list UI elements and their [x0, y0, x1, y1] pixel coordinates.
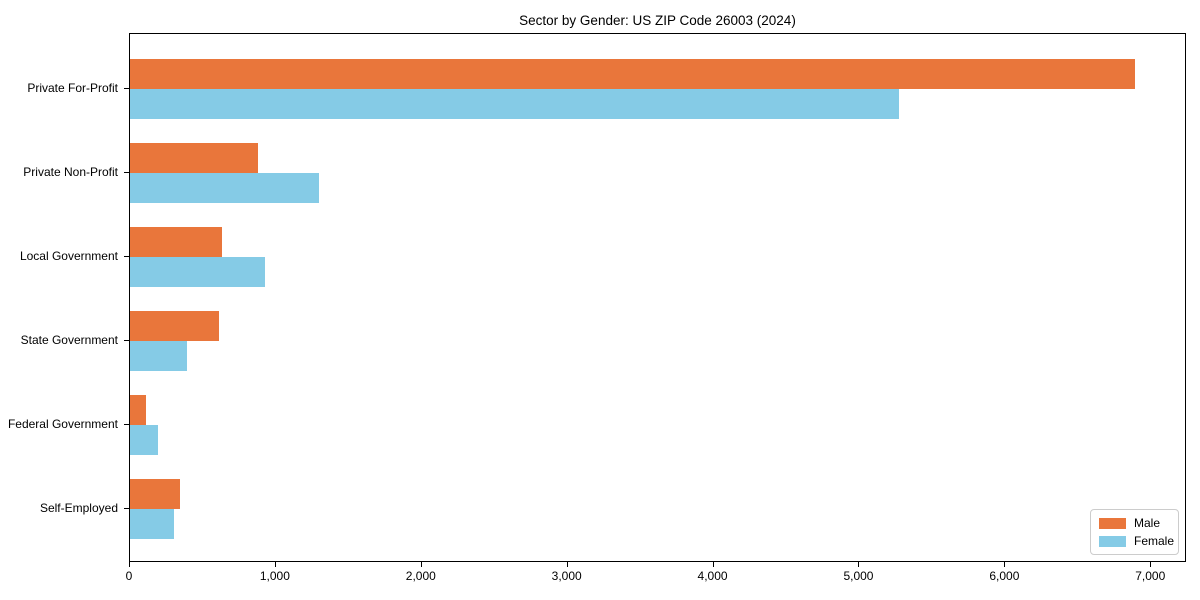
bar-female-4: [130, 425, 158, 455]
bar-female-1: [130, 173, 320, 203]
bar-male-1: [130, 143, 259, 173]
legend-swatch-female-icon: [1099, 535, 1126, 547]
y-tick-mark-5: [124, 508, 129, 509]
x-tick-label-5: 5,000: [843, 569, 874, 583]
y-tick-label-1: Private Non-Profit: [23, 165, 118, 179]
y-tick-mark-0: [124, 88, 129, 89]
chart-title: Sector by Gender: US ZIP Code 26003 (202…: [519, 13, 796, 28]
y-tick-mark-3: [124, 340, 129, 341]
bar-male-0: [130, 59, 1135, 89]
x-tick-label-6: 6,000: [989, 569, 1020, 583]
bar-male-5: [130, 479, 180, 509]
bar-male-3: [130, 311, 219, 341]
bar-female-0: [130, 89, 899, 119]
x-tick-label-3: 3,000: [551, 569, 582, 583]
legend: Male Female: [1090, 509, 1179, 555]
y-tick-label-3: State Government: [20, 333, 118, 347]
x-tick-label-4: 4,000: [697, 569, 728, 583]
legend-row-female: Female: [1099, 534, 1174, 548]
x-tick-mark-3: [566, 562, 568, 567]
legend-row-male: Male: [1099, 516, 1170, 530]
legend-label-male: Male: [1134, 516, 1161, 530]
bar-female-3: [130, 341, 187, 371]
bar-male-4: [130, 395, 146, 425]
y-tick-label-2: Local Government: [19, 249, 118, 263]
x-tick-label-7: 7,000: [1135, 569, 1166, 583]
x-tick-mark-2: [420, 562, 422, 567]
legend-label-female: Female: [1134, 534, 1175, 548]
y-tick-mark-2: [124, 256, 129, 257]
y-tick-mark-1: [124, 172, 129, 173]
x-tick-mark-1: [274, 562, 276, 567]
x-tick-label-2: 2,000: [405, 569, 436, 583]
x-tick-mark-7: [1150, 562, 1152, 567]
y-tick-mark-4: [124, 424, 129, 425]
legend-swatch-male-icon: [1099, 517, 1126, 529]
x-tick-mark-0: [129, 562, 130, 567]
x-tick-label-1: 1,000: [259, 569, 290, 583]
bar-male-2: [130, 227, 222, 257]
bar-female-5: [130, 509, 174, 539]
x-tick-mark-5: [858, 562, 860, 567]
y-tick-label-0: Private For-Profit: [27, 81, 118, 95]
x-tick-label-0: 0: [125, 569, 133, 583]
x-tick-mark-6: [1004, 562, 1006, 567]
x-tick-mark-4: [712, 562, 714, 567]
y-tick-label-4: Federal Government: [7, 417, 118, 431]
bar-female-2: [130, 257, 266, 287]
y-tick-label-5: Self-Employed: [39, 501, 118, 515]
plot-area: [129, 33, 1186, 562]
